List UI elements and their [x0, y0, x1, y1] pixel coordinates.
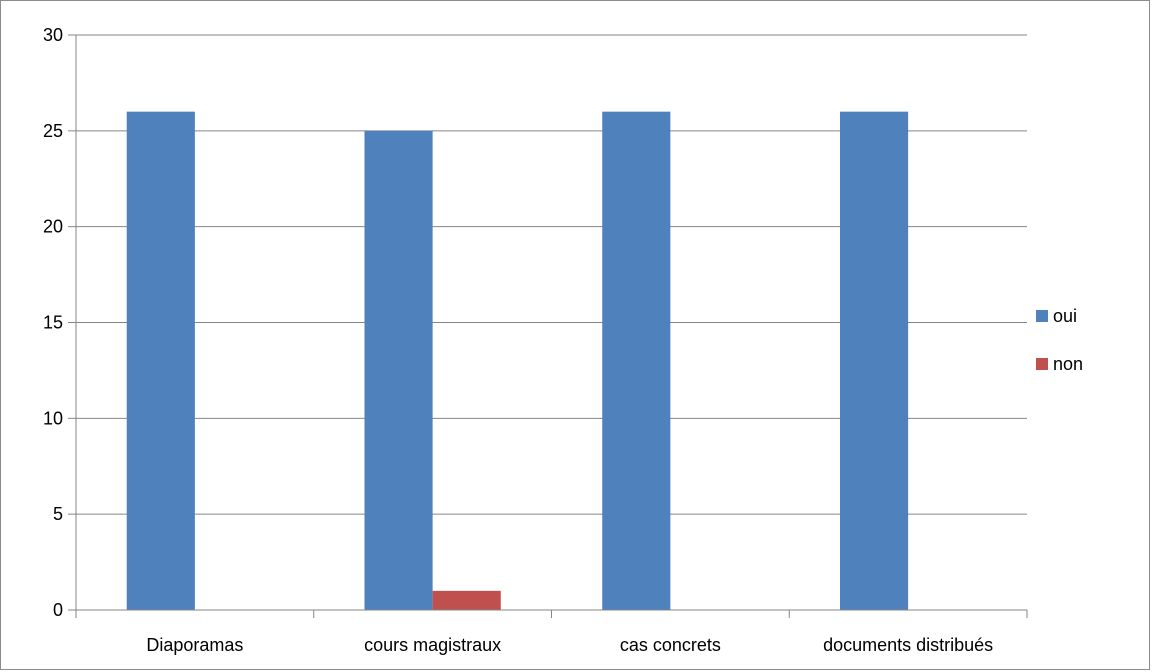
- bar-oui-cas-concrets: [602, 111, 671, 611]
- y-tick-label: 0: [53, 600, 63, 620]
- x-tick-label-diaporamas: Diaporamas: [146, 635, 243, 655]
- bar-oui-documents-distribues: [839, 111, 909, 611]
- bar-non-cours-magistraux: [432, 590, 501, 610]
- legend: oui non: [1036, 306, 1083, 374]
- y-tick-label: 20: [43, 217, 63, 237]
- x-tick-label-cas-concrets: cas concrets: [620, 635, 721, 655]
- y-tick-label: 15: [43, 313, 63, 333]
- bar-oui-cours-magistraux: [364, 130, 433, 611]
- x-axis-ticks: Diaporamas cours magistraux cas concrets do…: [75, 610, 1028, 655]
- y-tick-label: 25: [43, 121, 63, 141]
- y-tick-label: 5: [53, 504, 63, 524]
- y-tick-label: 30: [43, 25, 63, 45]
- legend-label-oui: oui: [1053, 306, 1077, 326]
- legend-swatch-non: [1036, 358, 1048, 370]
- y-axis-ticks: 0 5 10 15 20 25 30: [43, 25, 76, 620]
- x-tick-label-cours-magistraux: cours magistraux: [364, 635, 501, 655]
- x-tick-label-documents-distribues: documents distribués: [823, 635, 993, 655]
- legend-swatch-oui: [1036, 310, 1048, 322]
- y-tick-label: 10: [43, 408, 63, 428]
- bar-oui-diaporamas: [126, 111, 195, 611]
- legend-label-non: non: [1053, 354, 1083, 374]
- bars: [126, 111, 909, 611]
